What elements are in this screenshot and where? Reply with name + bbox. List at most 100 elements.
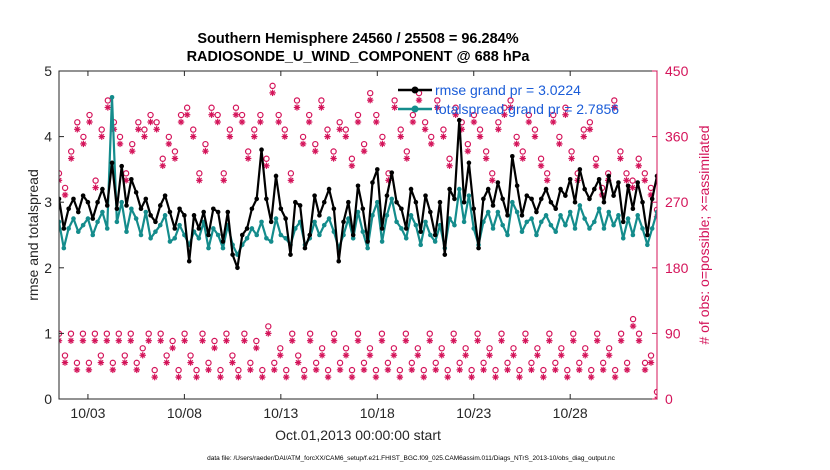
obs-high-assimilated — [336, 126, 343, 133]
obs-high-possible — [86, 111, 93, 119]
rmse-point — [722, 203, 727, 208]
spread-point — [688, 203, 693, 208]
rmse-point — [109, 160, 115, 166]
rmse-point — [495, 180, 501, 185]
spread-point — [524, 219, 530, 225]
obs-high-assimilated — [104, 104, 112, 111]
rmse-point — [302, 245, 308, 251]
rmse-point — [138, 206, 144, 212]
obs-low-possible — [139, 345, 146, 352]
obs-high-assimilated — [116, 140, 124, 148]
asterisk-stroke — [624, 367, 630, 373]
obs-high-assimilated — [257, 118, 264, 126]
rmse-point — [616, 180, 621, 185]
spread-point — [563, 222, 568, 228]
asterisk-stroke — [263, 163, 270, 169]
rmse-point — [225, 209, 231, 215]
rmse-point — [766, 200, 771, 205]
rmse-point — [124, 203, 129, 208]
obs-low-assimilated — [647, 359, 655, 366]
rmse-point — [452, 196, 457, 202]
asterisk-stroke — [440, 133, 447, 140]
asterisk-stroke — [526, 119, 532, 125]
obs-low-possible — [492, 366, 499, 374]
obs-low-possible — [647, 352, 655, 359]
rmse-point — [148, 213, 153, 218]
obs-high-assimilated — [562, 111, 569, 118]
rmse-point — [625, 183, 631, 189]
asterisk-stroke — [269, 90, 276, 96]
asterisk-stroke — [205, 367, 212, 373]
rmse-point — [519, 213, 525, 218]
obs-low-assimilated — [59, 337, 63, 344]
obs-high-assimilated — [177, 118, 185, 126]
obs-low-assimilated — [396, 373, 404, 381]
rmse-point — [293, 199, 298, 205]
asterisk-stroke — [62, 359, 68, 366]
rmse-point — [461, 199, 467, 205]
obs-high-possible — [397, 126, 404, 133]
rmse-point — [408, 186, 414, 192]
obs-low-assimilated — [97, 359, 105, 366]
obs-low-assimilated — [229, 359, 236, 366]
obs-low-possible — [594, 330, 601, 337]
asterisk-stroke — [570, 338, 576, 344]
asterisk-stroke — [178, 119, 184, 125]
spread-point — [389, 196, 395, 202]
spread-point — [399, 226, 404, 231]
spread-point — [548, 222, 554, 228]
obs-high-assimilated — [543, 177, 551, 184]
obs-high-possible — [165, 133, 173, 141]
asterisk-stroke — [74, 367, 80, 373]
obs-low-possible — [217, 366, 224, 374]
rmse-point — [119, 163, 124, 169]
obs-low-assimilated — [402, 337, 410, 344]
asterisk-stroke — [110, 367, 116, 373]
obs-high-assimilated — [165, 140, 173, 148]
right-y-axis-label: # of obs: o=possible; ×=assimilated — [696, 125, 712, 344]
obs-high-possible — [269, 82, 276, 90]
asterisk-stroke — [129, 148, 135, 154]
spread-point — [379, 239, 385, 244]
obs-low-possible — [193, 366, 200, 374]
obs-high-assimilated — [489, 177, 496, 184]
obs-high-possible — [629, 177, 636, 184]
asterisk-stroke — [361, 148, 367, 154]
spread-point — [669, 229, 674, 234]
chart-title-line2: RADIOSONDE_U_WIND_COMPONENT @ 688 hPa — [187, 49, 531, 65]
asterisk-stroke — [576, 367, 582, 373]
obs-high-possible — [275, 111, 282, 119]
asterisk-stroke — [152, 374, 158, 380]
obs-high-possible — [238, 111, 246, 119]
rmse-point — [80, 193, 86, 198]
rmse-point — [394, 199, 399, 205]
asterisk-stroke — [140, 352, 146, 358]
obs-low-assimilated — [175, 373, 182, 381]
asterisk-stroke — [98, 359, 104, 366]
obs-high-possible — [611, 97, 618, 104]
obs-high-assimilated — [403, 155, 411, 162]
spread-point — [143, 209, 149, 215]
obs-high-possible — [226, 126, 234, 133]
asterisk-stroke — [552, 367, 559, 373]
obs-low-possible — [199, 330, 206, 337]
obs-low-assimilated — [324, 373, 332, 381]
asterisk-stroke — [486, 352, 493, 358]
rmse-point — [548, 199, 554, 205]
obs-high-possible — [556, 133, 563, 141]
spread-point — [742, 229, 747, 234]
asterisk-stroke — [538, 163, 544, 169]
obs-high-assimilated — [415, 96, 423, 104]
obs-low-possible — [420, 366, 427, 374]
asterisk-stroke — [510, 352, 517, 358]
obs-high-possible — [336, 119, 343, 126]
asterisk-stroke — [516, 374, 523, 380]
obs-low-possible — [534, 345, 541, 352]
right-tick-label: 180 — [665, 260, 689, 276]
asterisk-stroke — [233, 112, 239, 118]
rmse-point — [177, 206, 182, 212]
obs-low-possible — [558, 345, 565, 352]
obs-high-assimilated — [86, 118, 93, 126]
asterisk-stroke — [361, 367, 367, 373]
obs-low-assimilated — [617, 337, 625, 344]
